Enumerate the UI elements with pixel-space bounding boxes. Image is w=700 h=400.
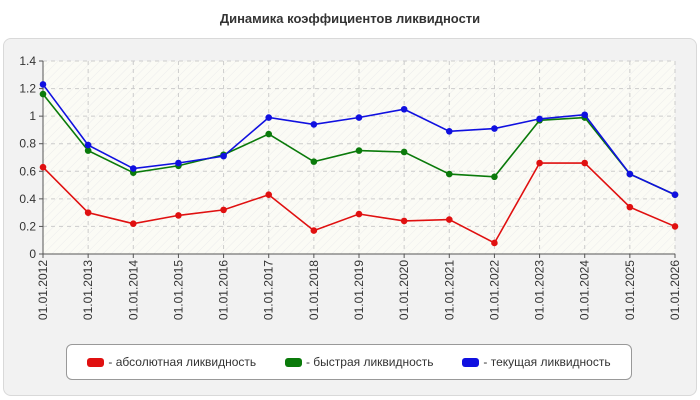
legend-item-absolute: - абсолютная ликвидность xyxy=(87,355,256,369)
x-tick-label: 01.01.2013 xyxy=(81,260,95,320)
data-point-quick xyxy=(400,148,408,156)
legend-item-quick: - быстрая ликвидность xyxy=(284,355,434,369)
x-tick-label: 01.01.2014 xyxy=(126,260,140,320)
data-point-current xyxy=(491,125,498,132)
x-tick-label: 01.01.2016 xyxy=(217,260,231,320)
legend-swatch-quick xyxy=(284,357,302,367)
data-point-absolute xyxy=(445,216,453,223)
data-point-current xyxy=(220,152,227,160)
x-tick-label: 01.01.2026 xyxy=(668,260,682,320)
data-point-quick xyxy=(355,147,363,154)
data-point-current xyxy=(310,121,318,128)
legend-swatch-current xyxy=(462,357,480,367)
data-point-current xyxy=(39,81,47,88)
data-point-quick xyxy=(445,170,453,178)
data-point-absolute xyxy=(265,191,273,199)
data-point-current xyxy=(129,165,137,172)
x-tick-label: 01.01.2017 xyxy=(262,260,276,320)
legend: - абсолютная ликвидность - быстрая ликви… xyxy=(66,344,632,380)
data-point-current xyxy=(671,191,679,199)
data-point-quick xyxy=(39,90,47,98)
data-point-quick xyxy=(265,130,273,138)
data-point-current xyxy=(581,111,589,119)
data-point-current xyxy=(445,128,453,135)
data-point-quick xyxy=(491,173,498,181)
data-point-current xyxy=(626,170,634,178)
data-point-absolute xyxy=(39,163,47,171)
y-tick-label: 1 xyxy=(29,109,36,123)
data-point-absolute xyxy=(355,210,363,218)
chart-title: Динамика коэффициентов ликвидности xyxy=(219,11,481,26)
y-tick-label: 0.8 xyxy=(19,137,36,151)
legend-label-quick: - быстрая ликвидность xyxy=(305,355,434,369)
data-point-absolute xyxy=(400,217,408,225)
data-point-current xyxy=(175,159,182,167)
data-point-quick xyxy=(84,147,92,154)
data-point-absolute xyxy=(581,159,589,167)
data-point-absolute xyxy=(626,203,634,211)
y-tick-label: 0.4 xyxy=(19,192,36,206)
x-tick-label: 01.01.2023 xyxy=(533,260,547,320)
y-tick-label: 1.2 xyxy=(19,82,36,96)
data-point-absolute xyxy=(84,209,92,216)
data-point-absolute xyxy=(220,206,227,214)
x-tick-label: 01.01.2024 xyxy=(578,260,592,320)
x-tick-label: 01.01.2022 xyxy=(487,260,501,320)
legend-label-current: - текущая ликвидность xyxy=(483,355,611,369)
x-tick-label: 01.01.2015 xyxy=(171,260,185,320)
data-point-absolute xyxy=(536,159,543,167)
y-tick-label: 0 xyxy=(29,247,36,261)
y-tick-label: 1.4 xyxy=(19,54,36,68)
data-point-current xyxy=(265,114,273,121)
y-tick-label: 0.2 xyxy=(19,219,36,233)
data-point-absolute xyxy=(129,220,137,227)
x-tick-label: 01.01.2019 xyxy=(352,260,366,320)
data-point-absolute xyxy=(671,223,679,230)
data-point-current xyxy=(400,105,408,113)
data-point-current xyxy=(355,114,363,121)
x-tick-label: 01.01.2012 xyxy=(36,260,50,320)
data-point-quick xyxy=(310,158,318,165)
x-tick-label: 01.01.2021 xyxy=(442,260,456,320)
x-tick-label: 01.01.2018 xyxy=(307,260,321,320)
legend-swatch-absolute xyxy=(87,357,105,367)
data-point-absolute xyxy=(310,227,318,234)
data-point-current xyxy=(536,115,543,123)
legend-label-absolute: - абсолютная ликвидность xyxy=(108,355,257,369)
data-point-absolute xyxy=(491,239,498,247)
legend-item-current: - текущая ликвидность xyxy=(462,355,611,369)
data-point-current xyxy=(84,141,92,149)
y-tick-label: 0.6 xyxy=(19,164,36,178)
x-tick-label: 01.01.2025 xyxy=(623,260,637,320)
data-point-absolute xyxy=(175,212,182,219)
x-tick-label: 01.01.2020 xyxy=(397,260,411,320)
